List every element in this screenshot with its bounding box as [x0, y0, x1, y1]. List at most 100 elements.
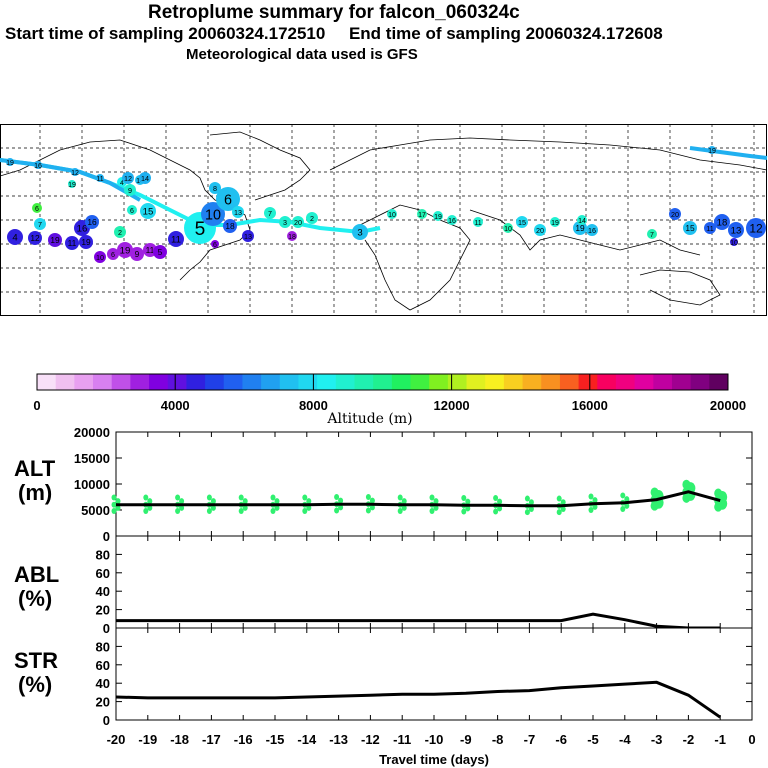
colorbar-swatch [391, 374, 412, 390]
map-cluster: 11 [704, 222, 716, 234]
map-cluster: 6 [107, 248, 119, 260]
cluster-marker [647, 229, 657, 239]
map-cluster: 4 [7, 229, 23, 245]
cluster-marker [223, 219, 237, 233]
cluster-label: 19 [120, 246, 131, 257]
cluster-marker [387, 209, 397, 219]
particle-point [401, 498, 407, 505]
map-cluster: 13 [728, 222, 744, 238]
x-tick-label: -11 [393, 732, 411, 747]
map-cluster: 16 [34, 161, 42, 170]
cluster-label: 9 [128, 186, 132, 195]
y-tick-label: 40 [96, 676, 110, 691]
colorbar-swatch [690, 374, 710, 390]
colorbar-swatch [37, 374, 57, 390]
particle-point [560, 505, 566, 512]
colorbar-swatch [111, 374, 131, 390]
map-cluster: 18 [714, 214, 730, 230]
cluster-marker [746, 218, 766, 238]
particle-point [528, 499, 534, 506]
map-cluster: 13 [232, 206, 244, 218]
map-cluster: 13 [242, 230, 254, 242]
particle-point [334, 494, 340, 500]
map-cluster: 9 [124, 184, 136, 196]
map-cluster: 6 [216, 187, 240, 211]
cluster-label: 12 [749, 222, 763, 236]
cluster-marker [708, 146, 716, 154]
colorbar-swatch [559, 374, 580, 390]
x-tick-label: -6 [555, 732, 567, 747]
particle-point [592, 503, 598, 510]
particle-point [111, 501, 117, 508]
colorbar-tick-label: 4000 [161, 398, 190, 413]
cluster-marker [417, 209, 427, 219]
colorbar-swatch [522, 374, 542, 390]
map-cluster: 12 [28, 231, 42, 245]
y-tick-label: 10000 [74, 477, 110, 492]
particle-point [524, 495, 530, 502]
chart-title: Retroplume summary for falcon_060324c [148, 2, 520, 23]
cluster-label: 14 [136, 178, 144, 185]
cluster-marker [201, 202, 225, 226]
particle-point [334, 507, 340, 514]
map-cluster: 10 [94, 251, 106, 263]
cluster-label: 12 [124, 174, 132, 183]
particle-point [624, 502, 630, 509]
map-cluster: 2 [306, 212, 318, 224]
map-cluster: 17 [417, 209, 427, 219]
particle-point [143, 494, 149, 501]
map-cluster: 5 [153, 245, 167, 259]
cluster-marker [139, 172, 151, 184]
map-cluster: 11 [96, 174, 104, 183]
colorbar-swatch [55, 374, 75, 390]
map-cluster: 14 [577, 215, 587, 225]
cluster-marker [127, 205, 137, 215]
cluster-marker [503, 223, 513, 233]
y-tick-label: 80 [96, 547, 110, 562]
colorbar-swatch [317, 374, 337, 390]
cluster-label: 7 [268, 209, 272, 218]
cluster-label: 9 [135, 249, 140, 259]
cluster-marker [140, 203, 156, 219]
map-cluster: 6 [127, 205, 137, 215]
cluster-label: 18 [288, 234, 296, 241]
cluster-label: 15 [143, 207, 154, 218]
coastline [0, 139, 251, 281]
cluster-marker [292, 216, 304, 228]
x-tick-label: -17 [202, 732, 221, 747]
colorbar-swatch [279, 374, 299, 390]
map-cluster: 20 [669, 208, 681, 220]
map-cluster: 15 [516, 216, 528, 228]
colorbar-swatch [354, 374, 374, 390]
colorbar-swatch [709, 374, 729, 390]
cluster-marker [714, 214, 730, 230]
cluster-marker [122, 172, 134, 184]
x-tick-label: -20 [107, 732, 126, 747]
cluster-label: 13 [234, 208, 242, 217]
cluster-label: 11 [171, 235, 181, 246]
map-cluster: 16 [586, 224, 598, 236]
cluster-marker [447, 215, 457, 225]
cluster-label: 17 [418, 212, 426, 219]
colorbar-tick-label: 16000 [572, 398, 608, 413]
cluster-marker [168, 231, 184, 247]
particle-point [302, 494, 308, 501]
particle-point [620, 505, 626, 512]
colorbar-swatch [485, 374, 505, 390]
x-tick-label: -10 [425, 732, 444, 747]
cluster-label: 10 [205, 207, 221, 223]
particle-point [592, 497, 598, 504]
particle-point [238, 508, 244, 515]
x-tick-label: -5 [587, 732, 599, 747]
cluster-label: 13 [731, 226, 742, 237]
cluster-marker [34, 161, 42, 169]
map-cluster: 15 [140, 203, 156, 219]
x-tick-label: -7 [524, 732, 536, 747]
series-line [115, 680, 722, 719]
cluster-label: 10 [730, 240, 738, 247]
colorbar-tick-label: 20000 [710, 398, 746, 413]
cluster-label: 2 [118, 228, 122, 237]
particle-point [397, 508, 403, 515]
y-tick-label: 0 [103, 621, 110, 636]
particle-point [497, 498, 503, 505]
